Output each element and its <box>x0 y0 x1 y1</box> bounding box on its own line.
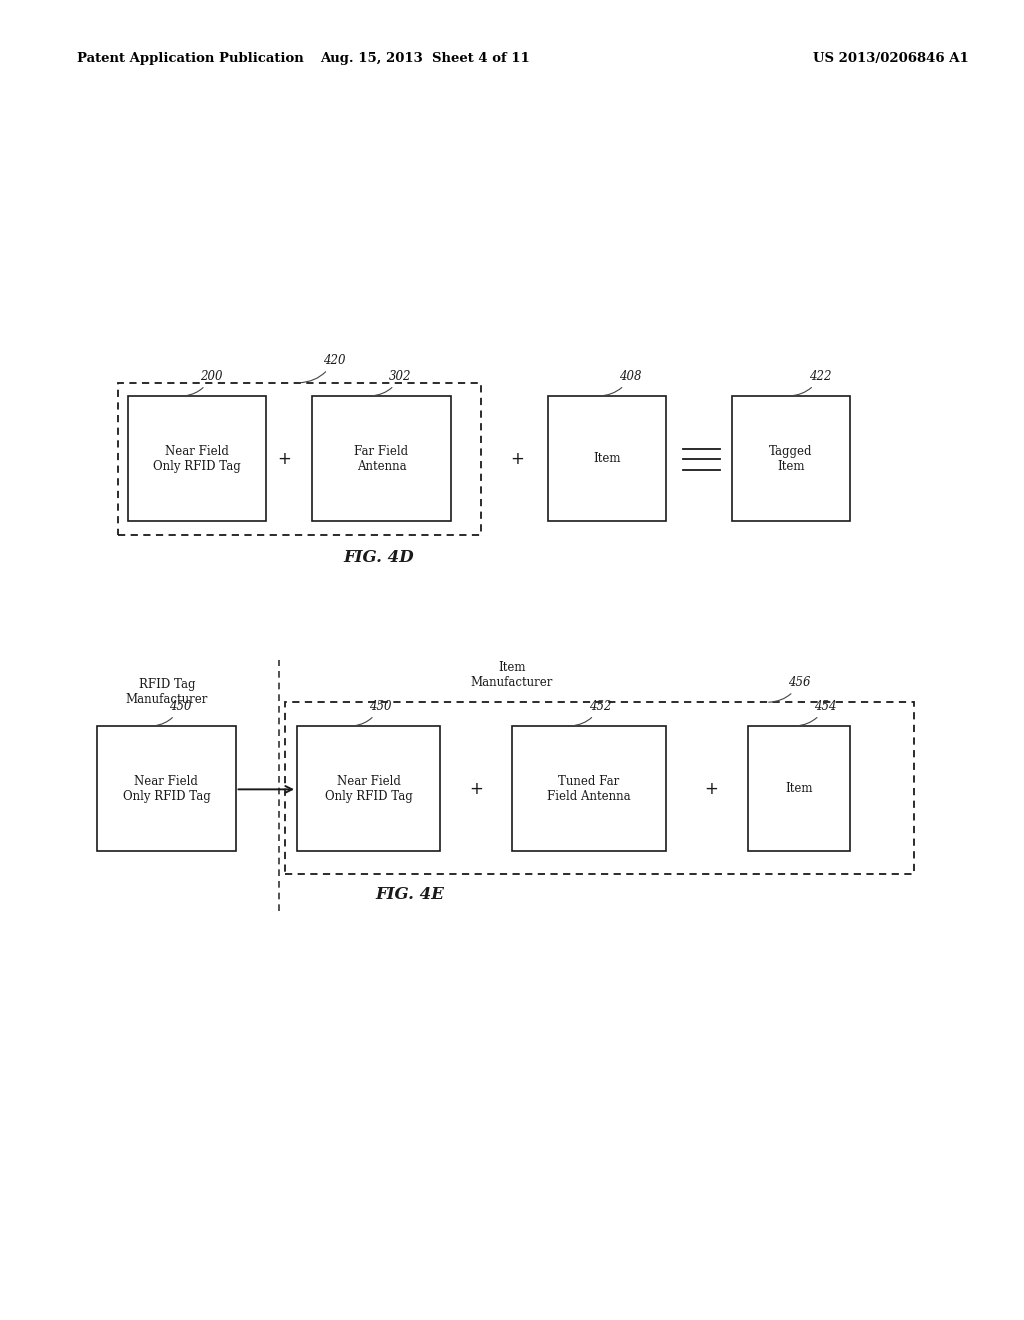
Bar <box>548 396 666 521</box>
Text: 452: 452 <box>571 700 611 726</box>
Text: Patent Application Publication: Patent Application Publication <box>77 51 303 65</box>
Text: 420: 420 <box>300 354 345 383</box>
Text: Item: Item <box>785 783 812 795</box>
Bar <box>732 396 850 521</box>
Text: 454: 454 <box>797 700 837 726</box>
Text: 200: 200 <box>185 370 222 396</box>
Text: 450: 450 <box>354 700 391 726</box>
Bar <box>312 396 451 521</box>
Text: FIG. 4D: FIG. 4D <box>344 549 414 565</box>
Bar <box>118 383 481 535</box>
Text: Item: Item <box>593 453 621 465</box>
Text: Near Field
Only RFID Tag: Near Field Only RFID Tag <box>325 775 413 803</box>
Bar <box>512 726 666 851</box>
Text: +: + <box>510 450 524 469</box>
Text: US 2013/0206846 A1: US 2013/0206846 A1 <box>813 51 969 65</box>
Text: +: + <box>705 780 719 799</box>
Text: 456: 456 <box>769 676 811 702</box>
Bar <box>97 726 236 851</box>
Text: 408: 408 <box>599 370 642 396</box>
Text: FIG. 4E: FIG. 4E <box>375 887 444 903</box>
Bar <box>297 726 440 851</box>
Text: Far Field
Antenna: Far Field Antenna <box>354 445 409 473</box>
Text: Item
Manufacturer: Item Manufacturer <box>471 661 553 689</box>
Text: Aug. 15, 2013  Sheet 4 of 11: Aug. 15, 2013 Sheet 4 of 11 <box>321 51 529 65</box>
Text: Near Field
Only RFID Tag: Near Field Only RFID Tag <box>123 775 210 803</box>
Text: +: + <box>469 780 483 799</box>
Bar <box>128 396 266 521</box>
Text: Tagged
Item: Tagged Item <box>769 445 813 473</box>
Text: 422: 422 <box>790 370 831 396</box>
Text: RFID Tag
Manufacturer: RFID Tag Manufacturer <box>126 678 208 706</box>
Text: Tuned Far
Field Antenna: Tuned Far Field Antenna <box>547 775 631 803</box>
Text: 302: 302 <box>372 370 412 396</box>
Text: Near Field
Only RFID Tag: Near Field Only RFID Tag <box>154 445 241 473</box>
Bar <box>285 702 914 874</box>
Text: +: + <box>278 450 292 469</box>
Bar <box>748 726 850 851</box>
Text: 450: 450 <box>155 700 191 726</box>
